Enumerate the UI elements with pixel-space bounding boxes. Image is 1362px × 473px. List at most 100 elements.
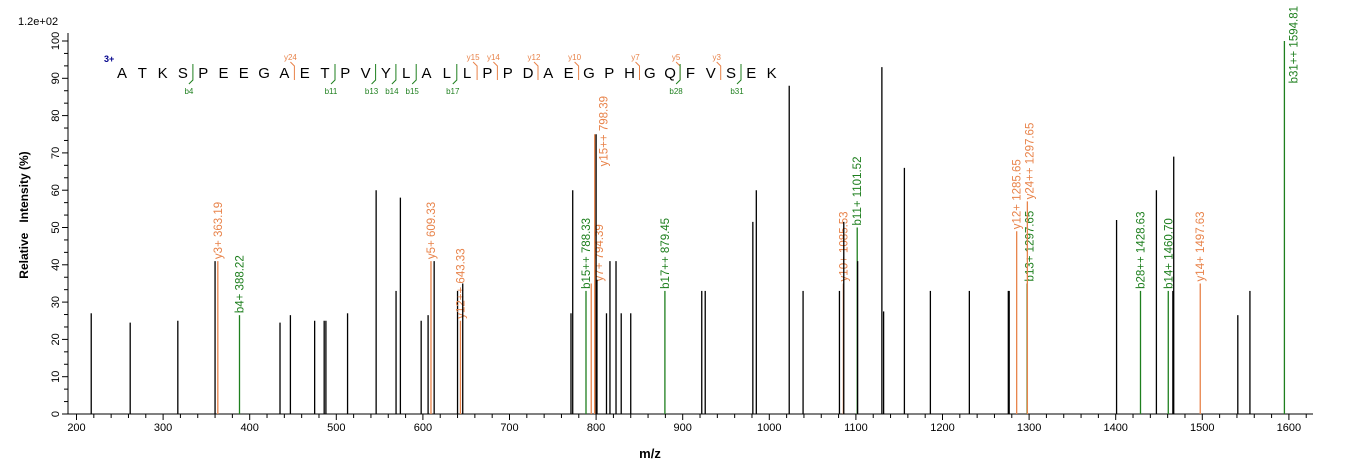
residue: E xyxy=(218,65,228,82)
residue: G xyxy=(644,65,656,82)
residue: P xyxy=(198,65,208,82)
x-tick-label: 1000 xyxy=(757,422,781,434)
residue: A xyxy=(117,65,127,82)
b-ion-marker-label: b28 xyxy=(669,87,683,96)
b-ion-label: b28++ 1428.63 xyxy=(1135,212,1147,289)
residue: T xyxy=(138,65,147,82)
b-ion-marker xyxy=(736,64,742,85)
b-ion-marker xyxy=(330,64,336,85)
y-tick-label: 80 xyxy=(50,109,62,121)
residue: Y xyxy=(381,65,391,82)
y-ion-label: y3+ 363.19 xyxy=(213,202,225,259)
y-tick-label: 20 xyxy=(50,333,62,345)
y-ion-label: y15++ 798.39 xyxy=(599,96,611,166)
residue: G xyxy=(258,65,270,82)
b-ion-label: b11+ 1101.52 xyxy=(852,157,864,226)
residue: F xyxy=(686,65,695,82)
x-tick-label: 200 xyxy=(67,422,85,434)
residue: S xyxy=(726,65,736,82)
y-tick-label: 30 xyxy=(50,296,62,308)
b-ion-label: b14+ 1460.70 xyxy=(1163,218,1175,289)
b-ion-label: b31++ 1594.81 xyxy=(1288,6,1300,83)
x-tick-label: 500 xyxy=(327,422,345,434)
y-ion-label: y5+ 609.33 xyxy=(426,202,438,259)
b-ion-marker xyxy=(675,64,681,85)
axes: 200 300 400 500 600 700 800 900 1000 1100 1200 1300… xyxy=(50,32,1313,434)
y-ion-marker-label: y15 xyxy=(467,53,480,62)
residue: A xyxy=(421,65,431,82)
b-ion-label: b4+ 388.22 xyxy=(234,255,246,313)
x-tick-label: 1500 xyxy=(1190,422,1214,434)
y-tick-label: 0 xyxy=(50,411,62,417)
y-ion-marker-label: y7 xyxy=(631,53,640,62)
y-ion-marker xyxy=(533,61,539,80)
x-tick-label: 400 xyxy=(241,422,259,434)
y-ion-marker-label: y10 xyxy=(568,53,581,62)
x-axis-label: m/z xyxy=(639,446,661,461)
y-axis-label: Relative Intensity (%) xyxy=(17,151,31,278)
b-ion-marker-label: b15 xyxy=(406,87,420,96)
b-ion-marker-label: b4 xyxy=(184,87,193,96)
x-tick-label: 1600 xyxy=(1277,422,1301,434)
residue: A xyxy=(279,65,289,82)
residue: E xyxy=(300,65,310,82)
residue: K xyxy=(158,65,168,82)
residue: P xyxy=(604,65,614,82)
x-tick-label: 700 xyxy=(500,422,518,434)
y-tick-label: 50 xyxy=(50,221,62,233)
b-ion-label: b17++ 879.45 xyxy=(660,218,672,289)
b-ion-marker-label: b11 xyxy=(325,87,338,96)
residue: P xyxy=(482,65,492,82)
y-tick-label: 40 xyxy=(50,259,62,271)
residue: D xyxy=(523,65,534,82)
b-ion-marker xyxy=(411,64,417,85)
b-ion-marker-label: b14 xyxy=(385,87,399,96)
y-ion-marker xyxy=(290,61,295,80)
x-tick-label: 300 xyxy=(154,422,172,434)
peaks: y3+ 363.19 b4+ 388.22 y5+ 609.33 y12++ 643.… xyxy=(90,6,1300,414)
residue: L xyxy=(443,65,451,82)
b-ion-marker xyxy=(452,64,458,85)
b-ion-marker-label: b31 xyxy=(730,87,744,96)
y-ion-marker-label: y5 xyxy=(672,53,681,62)
y-ion-marker-label: y3 xyxy=(712,53,721,62)
y-ion-label: y14+ 1497.63 xyxy=(1195,211,1207,281)
x-tick-label: 800 xyxy=(587,422,605,434)
y-ion-marker xyxy=(472,61,478,80)
residue: L xyxy=(402,65,410,82)
y-tick-label: 100 xyxy=(50,32,62,50)
y-ion-marker-label: y12 xyxy=(528,53,541,62)
residue: H xyxy=(624,65,635,82)
y-ion-label: y24++ 1297.65 xyxy=(1025,123,1037,200)
residue: K xyxy=(767,65,777,82)
b-ion-marker xyxy=(188,64,194,85)
b-ion-label: b15++ 788.33 xyxy=(581,218,593,289)
b-ion-label: b13+ 1297.65 xyxy=(1025,211,1037,282)
y-tick-label: 60 xyxy=(50,184,62,196)
charge-state: 3+ xyxy=(104,54,114,64)
residue: A xyxy=(543,65,553,82)
y-ion-marker xyxy=(493,61,498,80)
b-ion-marker xyxy=(391,64,397,85)
y-ion-marker xyxy=(716,61,722,80)
residue: L xyxy=(463,65,471,82)
residue: E xyxy=(746,65,756,82)
residue: E xyxy=(239,65,249,82)
b-ion-marker-label: b13 xyxy=(365,87,379,96)
y-ion-marker-label: y14 xyxy=(487,53,500,62)
y-ion-marker xyxy=(574,61,580,80)
y-ion-marker xyxy=(635,61,640,80)
y-ion-label: y7+ 794.39 xyxy=(594,224,606,281)
y-tick-label: 10 xyxy=(50,371,62,383)
residue: E xyxy=(564,65,574,82)
residue: P xyxy=(503,65,513,82)
y-ion-marker-label: y24 xyxy=(284,53,297,62)
residue: G xyxy=(583,65,595,82)
y-top-label: 1.2e+02 xyxy=(18,16,58,28)
b-ion-marker xyxy=(371,64,377,85)
residue: V xyxy=(361,65,371,82)
x-tick-label: 900 xyxy=(674,422,692,434)
y-tick-label: 70 xyxy=(50,147,62,159)
x-tick-label: 600 xyxy=(414,422,432,434)
